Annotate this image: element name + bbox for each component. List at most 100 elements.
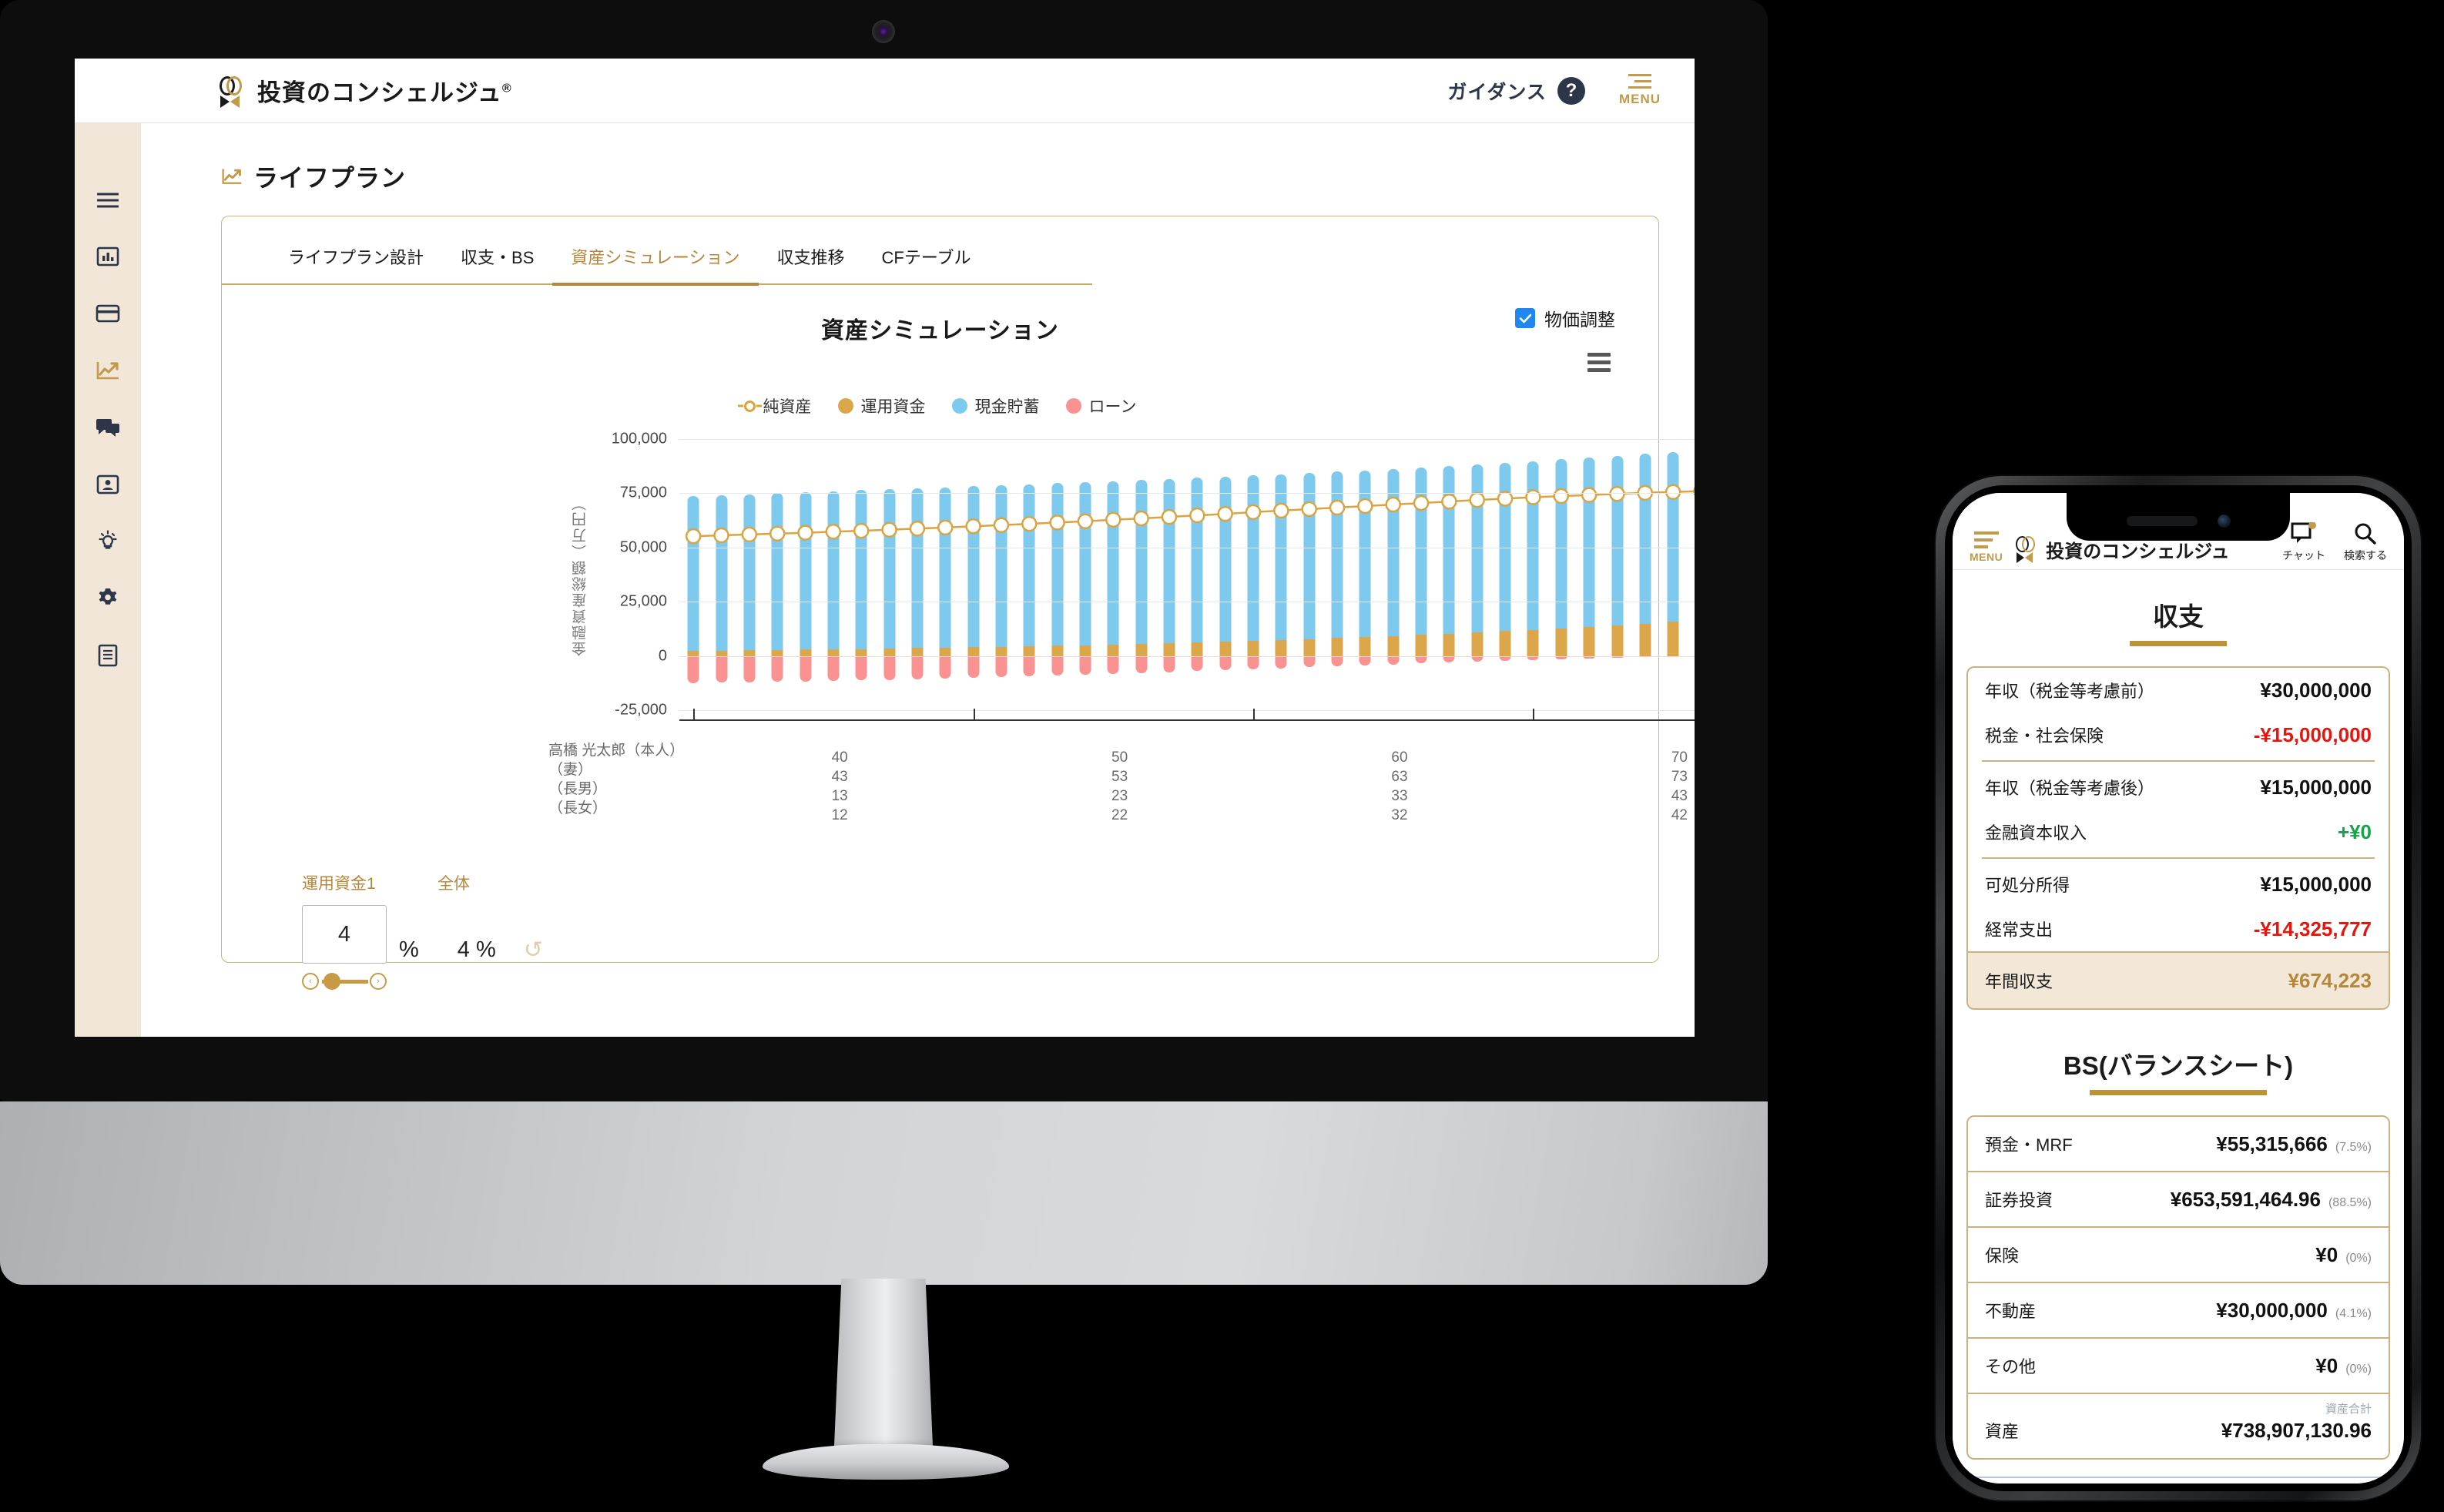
phone-menu-button[interactable]: MENU	[1970, 531, 2003, 563]
bar-group[interactable]	[959, 439, 987, 710]
bar-group[interactable]	[1128, 439, 1155, 710]
legend-label: ローン	[1088, 398, 1137, 416]
bar-segment-loan	[1387, 655, 1400, 665]
brand-logo[interactable]: 投資のコンシェルジュ®	[218, 73, 512, 108]
bar-group[interactable]	[1435, 439, 1463, 710]
bar-segment-investment	[1415, 635, 1427, 656]
bar-group[interactable]	[763, 439, 791, 710]
bar-segment-investment	[1023, 645, 1035, 656]
bar-group[interactable]	[1296, 439, 1323, 710]
fund-label: 運用資金1	[302, 875, 376, 893]
legend-item-loan[interactable]: ローン	[1065, 394, 1137, 417]
fund-rate-input[interactable]: 4	[302, 905, 387, 964]
row-value: ¥15,000,000	[2260, 873, 2372, 896]
lifeplan-panel: ライフプラン設計 収支・BS 資産シミュレーション 収支推移 CFテーブル	[221, 216, 1695, 990]
bar-group[interactable]	[1099, 439, 1127, 710]
sidebar-item-documents[interactable]	[75, 627, 141, 684]
phone-chat-button[interactable]: チャット	[2282, 522, 2325, 563]
bar-group[interactable]	[679, 439, 707, 710]
bar-group[interactable]	[1015, 439, 1043, 710]
bar-group[interactable]	[1687, 439, 1695, 710]
bar-group[interactable]	[736, 439, 763, 710]
sidebar-item-profile[interactable]	[75, 456, 141, 513]
menu-button[interactable]: MENU	[1608, 69, 1671, 112]
bar-group[interactable]	[820, 439, 847, 710]
bar-group[interactable]	[1239, 439, 1267, 710]
bar-segment-investment	[967, 647, 980, 656]
slider-knob[interactable]	[324, 973, 340, 990]
chart-context-menu-icon[interactable]	[1587, 353, 1611, 372]
bar-segment-loan	[1527, 655, 1539, 660]
legend-item-networth[interactable]: 純資産	[743, 394, 812, 417]
age-value: 12	[831, 806, 848, 823]
help-icon[interactable]: ?	[1557, 76, 1585, 105]
bar-group[interactable]	[1407, 439, 1435, 710]
bar-group[interactable]	[1183, 439, 1211, 710]
concierge-logo-icon	[218, 75, 249, 108]
legend-item-cash[interactable]: 現金貯蓄	[951, 394, 1040, 417]
bar-group[interactable]	[1323, 439, 1351, 710]
iphone-device: MENU 投資のコンシェルジュ チャット	[1936, 476, 2421, 1500]
overall-value: 4 %	[457, 937, 496, 962]
bar-group[interactable]	[875, 439, 903, 710]
bar-group[interactable]	[1631, 439, 1659, 710]
bar-group[interactable]	[1155, 439, 1183, 710]
bar-group[interactable]	[1603, 439, 1631, 710]
sidebar-item-ideas[interactable]	[75, 513, 141, 570]
age-row: 高橋 光太郎（本人）4050607080	[548, 739, 1695, 766]
sidebar-item-dashboard[interactable]	[75, 228, 141, 285]
bar-segment-cash	[1527, 461, 1539, 630]
fund-rate-slider[interactable]: ‹ ›	[302, 968, 387, 994]
guidance-label: ガイダンス	[1447, 81, 1547, 103]
sidebar-item-menu[interactable]	[75, 171, 141, 228]
checkbox-checked-icon[interactable]	[1515, 308, 1535, 328]
bar-segment-cash	[716, 495, 728, 651]
guidance-button[interactable]: ガイダンス ?	[1447, 76, 1585, 105]
bar-group[interactable]	[847, 439, 875, 710]
sidebar-item-accounts[interactable]	[75, 285, 141, 342]
tab-lifeplan-design[interactable]: ライフプラン設計	[288, 248, 424, 267]
tab-asset-simulation[interactable]: 資産シミュレーション	[552, 244, 759, 286]
bar-segment-investment	[743, 650, 756, 656]
bar-group[interactable]	[1463, 439, 1491, 710]
bar-group[interactable]	[904, 439, 931, 710]
undo-icon[interactable]: ↺	[523, 937, 543, 963]
legend-item-investment[interactable]: 運用資金	[837, 394, 926, 417]
bar-group[interactable]	[1575, 439, 1603, 710]
bar-group[interactable]	[1212, 439, 1239, 710]
slider-increment-button[interactable]: ›	[370, 973, 387, 990]
sidebar-item-lifeplan[interactable]	[75, 342, 141, 399]
sidebar-item-chat[interactable]	[75, 399, 141, 456]
bar-group[interactable]	[1547, 439, 1575, 710]
tab-income-bs[interactable]: 収支・BS	[461, 248, 535, 267]
price-adjust-toggle[interactable]: 物価調整	[1515, 305, 1615, 331]
tab-cf-table[interactable]: CFテーブル	[881, 248, 971, 267]
bar-segment-investment	[1667, 622, 1679, 656]
row-value: ¥30,000,000	[2216, 1299, 2328, 1322]
bar-group[interactable]	[987, 439, 1015, 710]
bar-group[interactable]	[1071, 439, 1099, 710]
sidebar-item-settings[interactable]	[75, 570, 141, 627]
bar-group[interactable]	[1519, 439, 1547, 710]
income-row: 年収（税金等考慮前） ¥30,000,000	[1968, 668, 2389, 712]
bar-group[interactable]	[791, 439, 819, 710]
bar-segment-loan	[716, 655, 728, 683]
age-value: 43	[831, 768, 848, 785]
phone-search-button[interactable]: 検索する	[2344, 522, 2387, 563]
phone-header-actions: チャット 検索する	[2282, 522, 2387, 563]
bar-group[interactable]	[931, 439, 959, 710]
slider-decrement-button[interactable]: ‹	[302, 973, 319, 990]
bar-group[interactable]	[707, 439, 735, 710]
tab-income-trend[interactable]: 収支推移	[776, 248, 845, 267]
price-adjust-label: 物価調整	[1544, 310, 1615, 330]
y-axis-tick-label: 100,000	[611, 430, 667, 448]
bar-group[interactable]	[1267, 439, 1295, 710]
bar-segment-loan	[827, 655, 840, 681]
bar-group[interactable]	[1351, 439, 1379, 710]
phone-brand-logo[interactable]: 投資のコンシェルジュ	[2015, 535, 2230, 563]
bar-group[interactable]	[1380, 439, 1407, 710]
bar-segment-loan	[939, 655, 951, 679]
bar-group[interactable]	[1491, 439, 1519, 710]
bar-group[interactable]	[1043, 439, 1071, 710]
bar-group[interactable]	[1659, 439, 1687, 710]
